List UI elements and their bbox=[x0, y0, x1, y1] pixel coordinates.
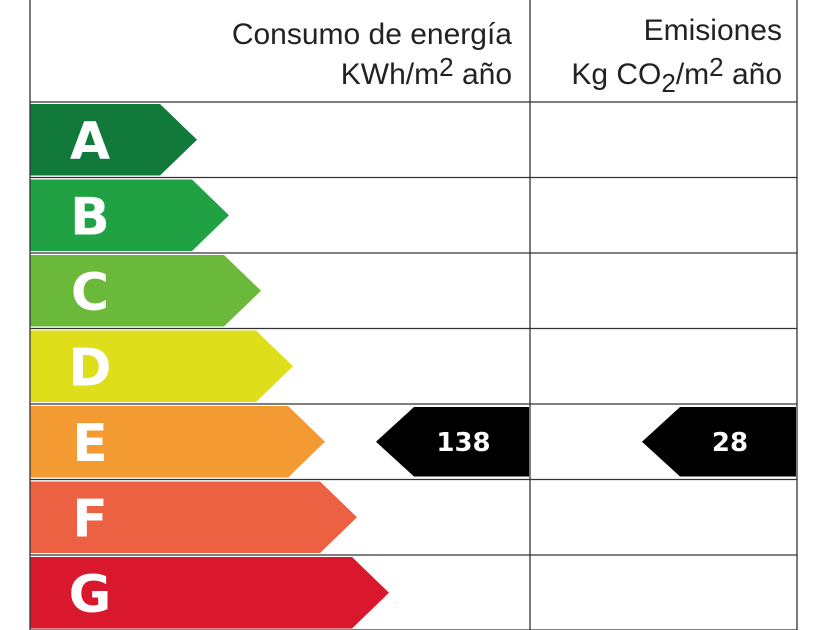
emissions-column-unit: Kg CO2/m2 año bbox=[571, 52, 782, 98]
energy-column-unit: KWh/m2 año bbox=[341, 52, 512, 91]
grade-bar-g: G bbox=[30, 557, 389, 629]
grade-arrow-g bbox=[30, 557, 389, 629]
grade-bar-d: D bbox=[30, 330, 293, 402]
grade-letter-g: G bbox=[69, 565, 112, 625]
energy-rating-marker: 138 bbox=[376, 407, 529, 477]
grade-arrow-c bbox=[30, 255, 261, 327]
emissions-unit-mid: /m bbox=[676, 58, 709, 91]
emissions-column-title: Emisiones bbox=[644, 14, 782, 47]
energy-column-title: Consumo de energía bbox=[232, 18, 512, 51]
emissions-unit-subscript: 2 bbox=[661, 68, 675, 98]
energy-rating-marker-value: 138 bbox=[436, 428, 490, 458]
energy-unit-suffix: año bbox=[454, 58, 512, 91]
grade-arrow-e bbox=[30, 406, 325, 478]
grade-letter-f: F bbox=[72, 489, 108, 549]
grade-letter-b: B bbox=[70, 187, 110, 247]
grade-arrow-d bbox=[30, 330, 293, 402]
emissions-unit-exponent: 2 bbox=[709, 52, 723, 82]
grade-bar-c: C bbox=[30, 255, 261, 327]
grade-arrow-b bbox=[30, 179, 229, 251]
emissions-rating-marker: 28 bbox=[642, 407, 796, 477]
emissions-unit-suffix: año bbox=[724, 58, 782, 91]
grade-arrow-f bbox=[30, 481, 357, 553]
grade-letter-d: D bbox=[68, 338, 111, 398]
emissions-unit-base: Kg CO bbox=[571, 58, 661, 91]
energy-unit-exponent: 2 bbox=[439, 52, 453, 82]
energy-rating-marker-arrow bbox=[376, 407, 529, 477]
grade-bar-f: F bbox=[30, 481, 357, 553]
rating-markers: 138 28 bbox=[376, 407, 796, 477]
grade-letter-e: E bbox=[72, 414, 108, 474]
energy-unit-base: KWh/m bbox=[341, 58, 439, 91]
grade-bar-e: E bbox=[30, 406, 325, 478]
grade-letter-a: A bbox=[70, 112, 110, 172]
grade-letter-c: C bbox=[71, 263, 109, 323]
emissions-rating-marker-arrow bbox=[642, 407, 796, 477]
grade-bar-a: A bbox=[30, 104, 197, 176]
grade-bar-b: B bbox=[30, 179, 229, 251]
emissions-rating-marker-value: 28 bbox=[712, 428, 748, 458]
grade-arrow-a bbox=[30, 104, 197, 176]
table-grid bbox=[29, 0, 798, 630]
